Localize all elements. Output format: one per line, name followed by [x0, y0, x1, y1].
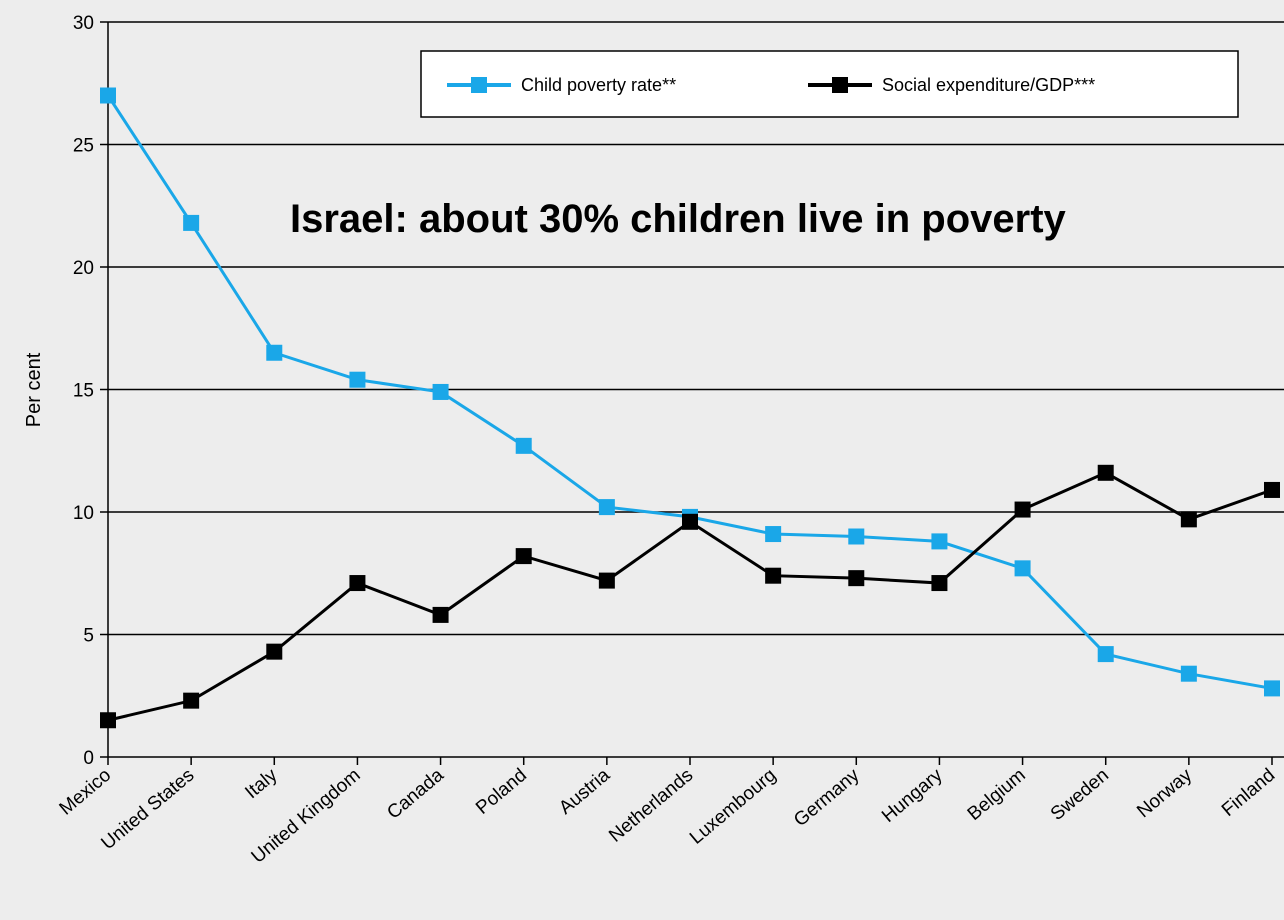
data-point-1-1 [183, 692, 200, 709]
data-point-0-5 [515, 437, 532, 454]
data-point-1-3 [349, 575, 366, 592]
data-point-1-14 [1264, 481, 1280, 498]
legend: Child poverty rate** Social expenditure/… [420, 50, 1239, 118]
data-point-0-4 [432, 383, 449, 400]
data-point-1-9 [848, 570, 865, 587]
data-point-0-11 [1014, 560, 1031, 577]
data-point-1-4 [432, 606, 449, 623]
data-point-0-8 [765, 526, 782, 543]
series-layer [100, 87, 1280, 729]
data-point-1-7 [682, 513, 698, 530]
y-axis-title: Per cent [23, 352, 45, 427]
data-point-0-13 [1180, 665, 1197, 682]
data-point-1-10 [931, 575, 948, 592]
data-point-1-6 [598, 572, 615, 589]
legend-marker-social-expenditure [832, 77, 848, 93]
data-point-1-5 [515, 548, 532, 565]
y-tick-label-15: 15 [73, 381, 94, 402]
data-point-1-2 [266, 643, 283, 660]
y-tick-label-20: 20 [73, 258, 94, 279]
data-point-1-12 [1097, 464, 1114, 481]
y-tick-label-0: 0 [83, 748, 94, 769]
data-point-0-1 [183, 214, 200, 231]
data-point-0-12 [1097, 646, 1114, 663]
series-1 [100, 464, 1280, 729]
data-point-1-13 [1180, 511, 1197, 528]
data-point-0-6 [598, 499, 615, 516]
data-point-1-11 [1014, 501, 1031, 518]
data-point-0-9 [848, 528, 865, 545]
legend-marker-child-poverty [471, 77, 487, 93]
data-point-1-8 [765, 567, 782, 584]
data-point-0-0 [100, 87, 116, 104]
y-tick-label-25: 25 [73, 136, 94, 157]
y-tick-label-5: 5 [83, 626, 94, 647]
y-tick-label-10: 10 [73, 503, 94, 524]
data-point-1-0 [100, 712, 116, 729]
y-tick-label-30: 30 [73, 13, 94, 34]
data-point-0-3 [349, 371, 366, 388]
data-point-0-10 [931, 533, 948, 550]
chart-annotation: Israel: about 30% children live in pover… [290, 197, 1067, 241]
legend-label-child-poverty: Child poverty rate** [521, 75, 676, 95]
data-point-0-2 [266, 344, 283, 361]
legend-label-social-expenditure: Social expenditure/GDP*** [882, 75, 1095, 95]
data-point-0-14 [1264, 680, 1280, 697]
y-axis-ticks: 0 5 10 15 20 25 30 [73, 13, 108, 769]
